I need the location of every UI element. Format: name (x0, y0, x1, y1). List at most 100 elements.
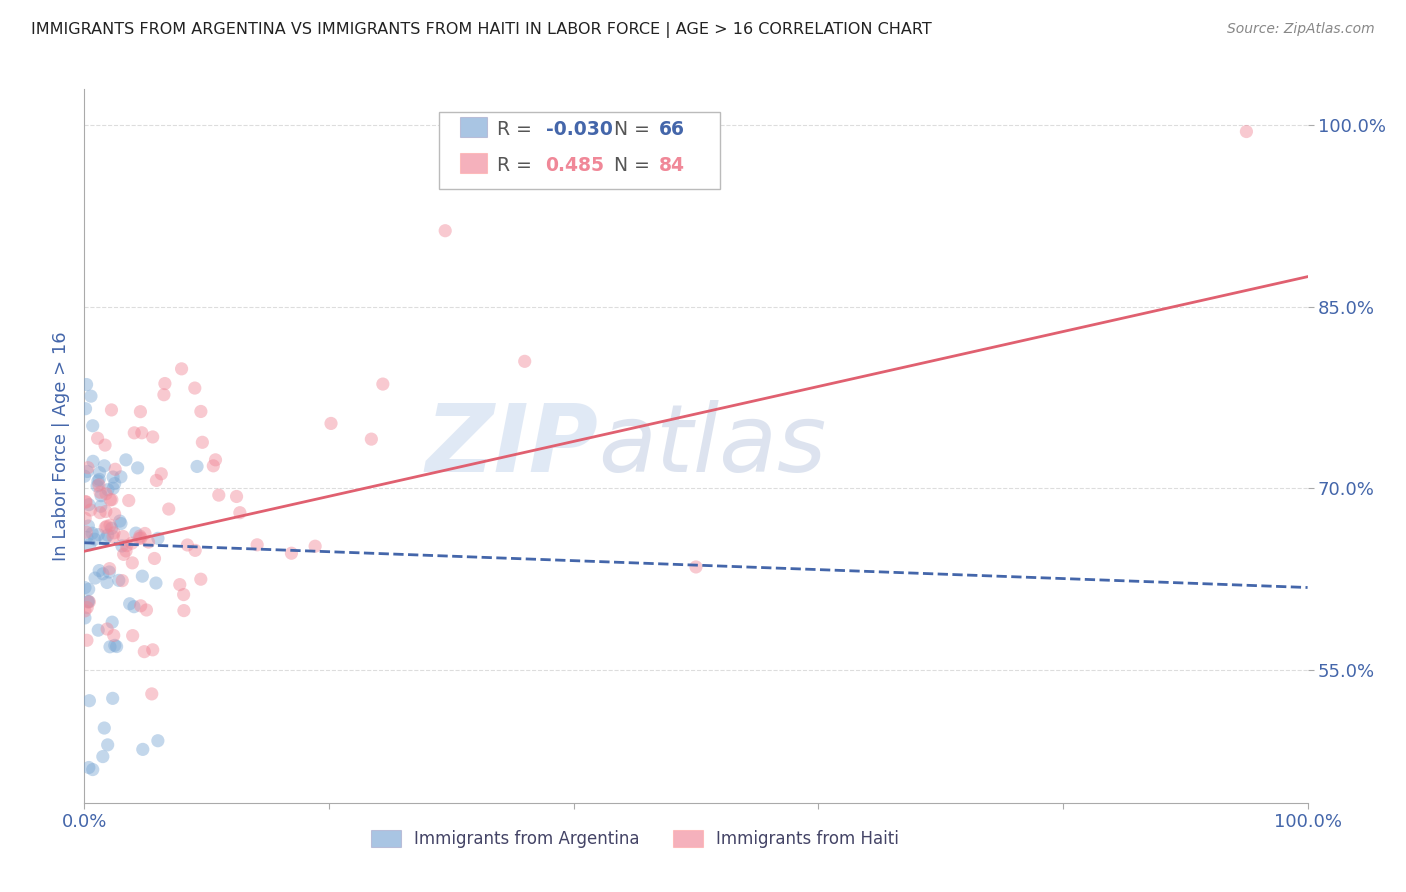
Point (98, 492, 121, 507)
Point (121, 556, 143, 570)
Point (100, 403, 122, 417)
Point (176, 538, 198, 552)
Point (128, 532, 150, 546)
Text: atlas: atlas (598, 401, 827, 491)
Text: 0.485: 0.485 (546, 156, 605, 175)
Text: 66: 66 (659, 120, 685, 139)
Point (173, 604, 195, 618)
Point (97, 738, 120, 752)
Point (157, 502, 180, 516)
Point (145, 576, 167, 591)
FancyBboxPatch shape (439, 112, 720, 189)
Point (105, 640, 128, 654)
Point (110, 470, 132, 484)
Point (112, 548, 135, 562)
Point (360, 432, 382, 446)
Point (118, 597, 141, 611)
Point (371, 377, 394, 392)
Point (77, 582, 100, 597)
Point (112, 529, 135, 543)
Point (280, 546, 302, 560)
Point (208, 488, 231, 502)
Point (115, 453, 138, 467)
Point (122, 425, 145, 440)
Point (89, 466, 111, 480)
Point (122, 599, 145, 614)
Text: ZIP: ZIP (425, 400, 598, 492)
Point (96, 519, 118, 533)
Point (96, 622, 118, 636)
Text: R =: R = (496, 120, 531, 139)
Point (104, 639, 127, 653)
Point (184, 381, 207, 395)
Point (94, 487, 117, 501)
Point (434, 224, 457, 238)
Point (115, 539, 138, 553)
Point (121, 536, 143, 550)
Point (104, 507, 127, 521)
Point (87, 478, 110, 492)
Point (190, 404, 212, 418)
Point (94, 438, 117, 452)
Point (98, 518, 121, 533)
Point (87, 623, 110, 637)
Point (103, 525, 125, 540)
Point (129, 529, 152, 543)
Point (82, 418, 104, 433)
Point (134, 526, 156, 541)
Point (84, 571, 107, 585)
Point (90, 500, 112, 514)
Point (73, 604, 96, 618)
Point (82, 526, 104, 541)
Point (101, 691, 124, 706)
Point (1236, 124, 1258, 138)
Point (86, 479, 108, 493)
Point (82, 763, 104, 777)
Point (75, 401, 97, 416)
Point (89, 564, 111, 578)
Point (129, 599, 152, 613)
Point (97, 528, 120, 542)
Point (229, 506, 252, 520)
Point (143, 551, 166, 566)
Point (134, 645, 156, 659)
Point (75, 511, 97, 525)
FancyBboxPatch shape (460, 118, 486, 137)
Point (79, 694, 101, 708)
Point (108, 574, 131, 588)
Point (94, 520, 117, 534)
Point (121, 629, 143, 643)
Point (101, 615, 124, 630)
Point (76, 377, 98, 392)
Point (76, 600, 98, 615)
Point (150, 467, 173, 481)
Point (304, 539, 326, 553)
Point (131, 569, 153, 583)
Point (146, 532, 169, 546)
Point (184, 543, 207, 558)
Point (190, 572, 212, 586)
Text: N =: N = (614, 120, 650, 139)
Point (73, 469, 96, 483)
Point (129, 531, 152, 545)
Point (94, 532, 117, 546)
Text: -0.030: -0.030 (546, 120, 613, 139)
FancyBboxPatch shape (460, 153, 486, 173)
Point (169, 577, 191, 591)
Point (98, 565, 121, 579)
Point (246, 538, 269, 552)
Point (141, 687, 163, 701)
Point (93, 721, 115, 735)
Point (125, 526, 148, 541)
Point (83, 533, 105, 547)
Point (77, 595, 100, 609)
Point (204, 453, 226, 467)
Point (89, 506, 111, 520)
Point (79, 595, 101, 609)
Point (153, 376, 176, 391)
Point (87, 474, 110, 488)
Point (132, 742, 155, 756)
Point (111, 574, 134, 588)
Point (170, 361, 193, 376)
Point (191, 435, 214, 450)
